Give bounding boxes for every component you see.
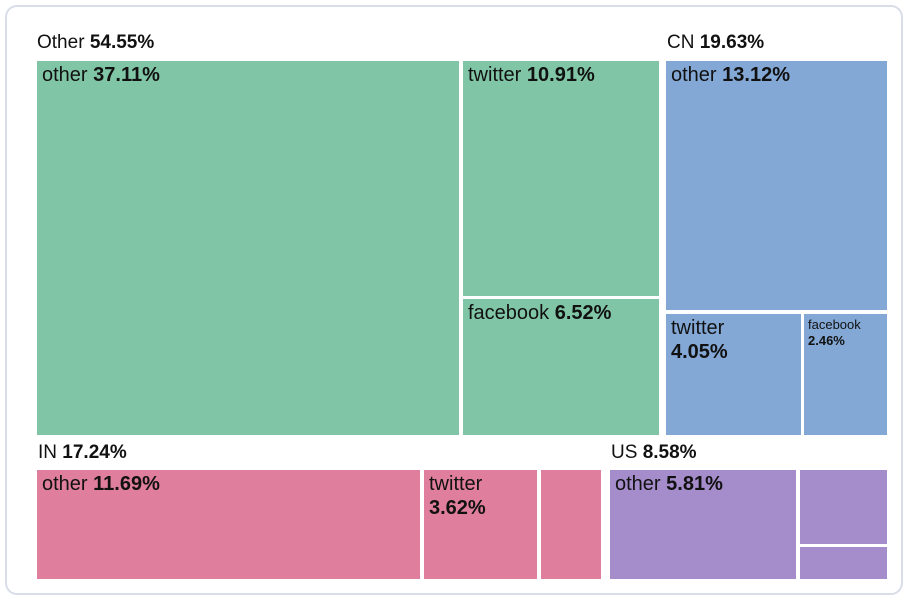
node-value: 37.11% [93,64,160,86]
treemap-node-us-unlabeled-2[interactable] [800,547,887,579]
node-label: twitter [429,473,483,495]
group-header-value: 8.58% [642,442,697,463]
group-header-other: Other 54.55% [37,32,154,53]
group-header-name: CN [667,32,695,53]
node-value: 4.05% [671,341,728,363]
treemap-node-in-twitter[interactable]: twitter 3.62% [424,470,537,579]
node-value: 11.69% [93,473,160,495]
treemap-node-other-twitter[interactable]: twitter 10.91% [463,61,659,296]
node-label: facebook [468,302,550,324]
node-value: 5.81% [666,473,723,495]
node-value: 10.91% [526,64,595,86]
group-header-in: IN 17.24% [38,442,127,463]
treemap-node-cn-twitter[interactable]: twitter 4.05% [666,314,801,435]
treemap: Other 54.55% CN 19.63% IN 17.24% US 8.58… [7,7,901,593]
node-value: 13.12% [722,64,790,86]
node-label: other [615,473,661,495]
treemap-node-in-other[interactable]: other 11.69% [37,470,420,579]
group-header-name: IN [38,442,57,463]
treemap-node-cn-other[interactable]: other 13.12% [666,61,887,310]
treemap-node-us-unlabeled-1[interactable] [800,470,887,544]
node-value: 3.62% [429,497,486,519]
node-value: 2.46% [808,333,845,348]
group-header-name: Other [37,32,85,53]
group-header-value: 17.24% [62,442,127,463]
treemap-node-in-unlabeled[interactable] [541,470,601,579]
node-label: other [42,473,88,495]
treemap-node-other-other[interactable]: other 37.11% [37,61,459,435]
group-header-value: 19.63% [699,32,765,53]
treemap-node-other-facebook[interactable]: facebook 6.52% [463,299,659,435]
node-value: 6.52% [554,302,612,324]
group-header-cn: CN 19.63% [667,32,764,53]
group-header-us: US 8.58% [611,442,697,463]
node-label: other [671,64,717,86]
treemap-node-us-other[interactable]: other 5.81% [610,470,796,579]
treemap-node-cn-facebook[interactable]: facebook 2.46% [804,314,887,435]
group-header-value: 54.55% [89,32,155,53]
node-label: twitter [468,64,522,86]
chart-card: Other 54.55% CN 19.63% IN 17.24% US 8.58… [5,5,903,595]
node-label: other [42,64,88,86]
group-header-name: US [611,442,638,463]
node-label: facebook [808,317,861,332]
node-label: twitter [671,317,725,339]
